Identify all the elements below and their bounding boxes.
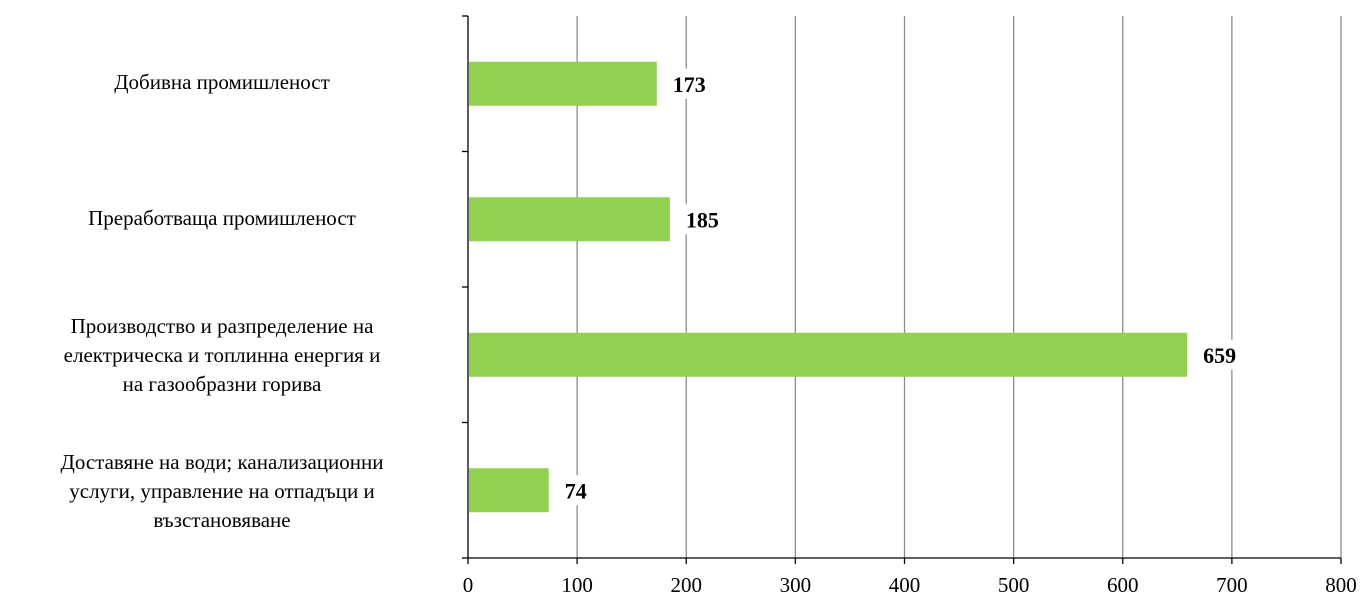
x-tick-label-600: 600 xyxy=(1107,573,1139,597)
tick-labels: 0 100 200 300 400 500 600 700 800 xyxy=(463,573,1357,597)
data-labels: 173 185 659 74 xyxy=(558,68,1246,506)
x-tick-label-700: 700 xyxy=(1216,573,1248,597)
category-label-manufacturing: Преработваща промишленост xyxy=(88,206,356,230)
data-label-2: 659 xyxy=(1203,343,1236,368)
category-label-water: Доставяне на води; канализационни услуги… xyxy=(60,450,384,532)
x-tick-label-300: 300 xyxy=(780,573,812,597)
x-tick-label-400: 400 xyxy=(889,573,921,597)
bar-0 xyxy=(469,61,657,106)
bar-1 xyxy=(469,197,670,242)
data-label-bg-2 xyxy=(1197,339,1246,370)
category-label-energy: Производство и разпределение на електрич… xyxy=(63,314,381,396)
data-label-1: 185 xyxy=(686,207,719,232)
bars xyxy=(469,61,1188,513)
data-label-3: 74 xyxy=(565,478,587,503)
data-label-bg-1 xyxy=(679,204,728,235)
x-tick-label-0: 0 xyxy=(463,573,474,597)
gridlines xyxy=(576,16,1342,558)
x-tick-label-500: 500 xyxy=(998,573,1030,597)
x-tick-label-100: 100 xyxy=(561,573,593,597)
bar-2 xyxy=(469,332,1188,377)
x-tick-label-800: 800 xyxy=(1325,573,1357,597)
axes xyxy=(462,15,1342,564)
data-label-bg-0 xyxy=(666,68,715,99)
category-label-mining: Добивна промишленост xyxy=(114,70,330,94)
data-label-bg-3 xyxy=(558,475,595,506)
data-label-0: 173 xyxy=(673,72,706,97)
x-tick-label-200: 200 xyxy=(671,573,703,597)
bar-3 xyxy=(469,468,549,513)
